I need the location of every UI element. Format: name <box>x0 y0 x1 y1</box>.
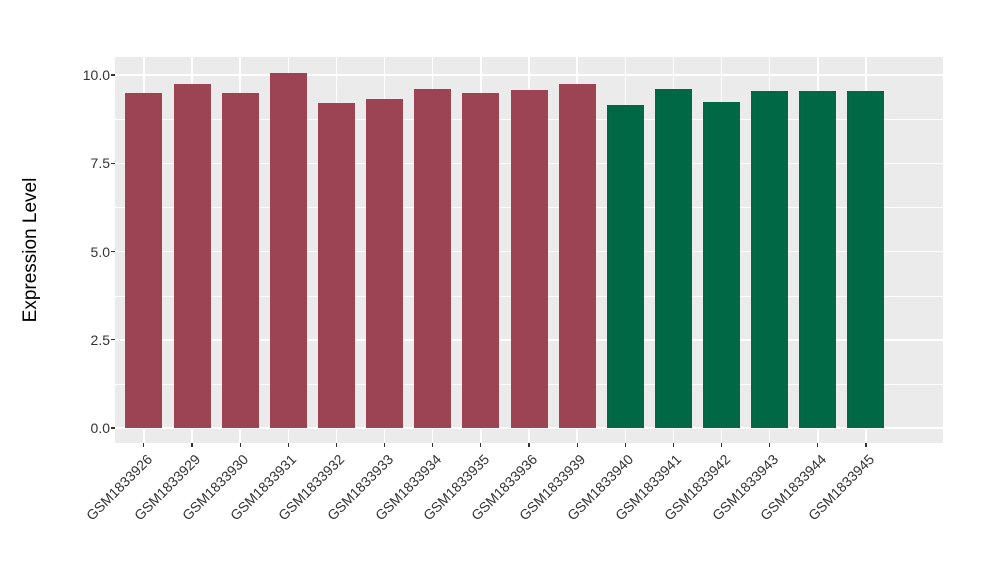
y-tick-mark <box>111 339 115 341</box>
bar-GSM1833944 <box>799 91 837 428</box>
x-tick-mark <box>191 443 193 447</box>
x-tick-mark <box>143 443 145 447</box>
x-tick-mark <box>480 443 482 447</box>
bar-GSM1833941 <box>654 88 692 428</box>
x-tick-mark <box>817 443 819 447</box>
plot-panel <box>115 57 943 443</box>
bar-GSM1833932 <box>317 102 355 428</box>
bar-GSM1833934 <box>414 88 452 428</box>
x-tick-mark <box>672 443 674 447</box>
x-tick-mark <box>528 443 530 447</box>
bar-GSM1833943 <box>751 90 789 428</box>
y-tick-mark <box>111 74 115 76</box>
x-tick-mark <box>287 443 289 447</box>
x-tick-mark <box>720 443 723 447</box>
x-tick-mark <box>576 443 578 447</box>
bar-GSM1833942 <box>703 101 741 428</box>
bar-GSM1833929 <box>173 83 211 428</box>
x-tick-mark <box>624 443 626 447</box>
x-tick-mark <box>239 443 241 447</box>
x-tick-mark <box>865 443 867 447</box>
bar-GSM1833939 <box>558 83 596 428</box>
x-tick-mark <box>383 443 386 447</box>
bar-GSM1833931 <box>269 73 307 428</box>
y-tick-label: 5.0 <box>90 243 110 260</box>
y-tick-mark <box>111 250 115 253</box>
y-tick-mark <box>111 162 115 164</box>
y-tick-label: 2.5 <box>90 331 110 348</box>
y-axis-title: Expression Level <box>20 177 41 323</box>
x-tick-mark <box>432 443 434 447</box>
y-tick-label: 10.0 <box>82 67 110 83</box>
y-tick-label: 0.0 <box>90 420 110 436</box>
bar-GSM1833936 <box>510 90 548 428</box>
bar-GSM1833933 <box>366 98 404 428</box>
y-tick-mark <box>111 427 115 429</box>
y-tick-label: 7.5 <box>90 155 110 172</box>
bar-GSM1833935 <box>462 92 500 428</box>
x-tick-mark <box>769 443 771 447</box>
bar-GSM1833940 <box>606 105 644 428</box>
bar-GSM1833926 <box>125 93 163 428</box>
x-tick-mark <box>335 443 338 447</box>
bar-GSM1833945 <box>847 91 885 428</box>
bar-GSM1833930 <box>221 92 259 428</box>
